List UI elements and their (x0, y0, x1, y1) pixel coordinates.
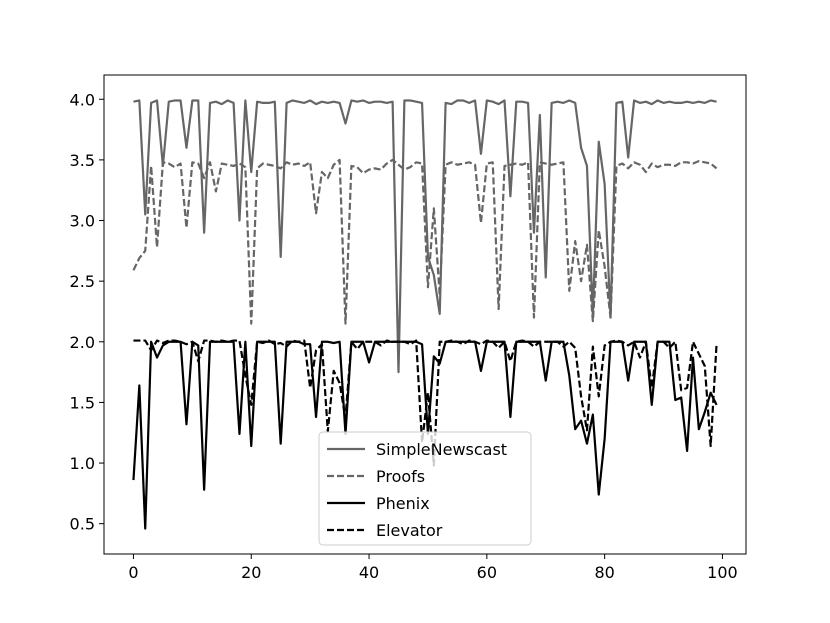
plot-area-frame (103, 74, 747, 555)
x-tick-label: 40 (359, 563, 379, 582)
x-tick-label: 100 (707, 563, 738, 582)
x-tick-label: 20 (241, 563, 261, 582)
y-tick-label: 1.0 (70, 454, 95, 473)
y-tick-label: 3.5 (70, 151, 95, 170)
series-line-elevator (133, 339, 718, 467)
legend-label-elevator: Elevator (376, 521, 443, 540)
y-tick-label: 2.0 (70, 333, 95, 352)
y-tick-label: 3.0 (70, 212, 95, 231)
y-tick-label: 4.0 (70, 90, 95, 109)
y-tick-label: 0.5 (70, 515, 95, 534)
x-tick-label: 80 (594, 563, 614, 582)
legend: SimpleNewscast Proofs Phenix Elevator (318, 431, 532, 546)
series-lines (132, 99, 718, 530)
series-line-proofs (132, 158, 718, 325)
legend-label-simplenewscast: SimpleNewscast (376, 440, 507, 459)
y-tick-label: 2.5 (70, 272, 95, 291)
y-tick-label: 1.5 (70, 393, 95, 412)
y-axis: 0.5 1.0 1.5 2.0 2.5 3.0 3.5 4.0 (70, 90, 104, 534)
series-line-simplenewscast (133, 99, 717, 374)
x-tick-label: 60 (477, 563, 497, 582)
x-tick-label: 0 (128, 563, 138, 582)
legend-label-proofs: Proofs (376, 467, 425, 486)
legend-box (318, 431, 532, 546)
x-axis: 0 20 40 60 80 100 (128, 554, 738, 582)
legend-label-phenix: Phenix (376, 494, 430, 513)
